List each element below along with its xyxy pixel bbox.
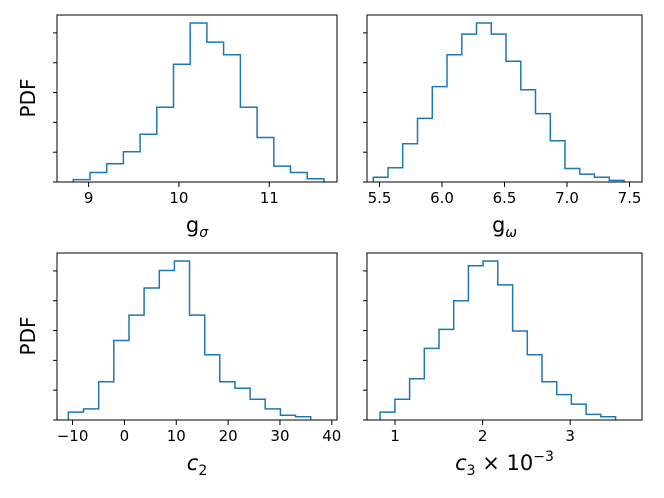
histogram-bin [114, 341, 129, 421]
x-tick-label: 6.0 [430, 189, 454, 207]
x-tick-label: 30 [270, 427, 289, 445]
histogram-bin [144, 288, 159, 420]
x-axis-label: gω [492, 213, 517, 241]
histogram-bin [468, 266, 483, 420]
histogram-bin [373, 177, 388, 182]
x-tick-label: 10 [167, 427, 186, 445]
histogram-bin [462, 34, 477, 182]
histogram-bin [107, 164, 124, 182]
histogram-bin [424, 348, 439, 420]
histogram-bin [536, 114, 551, 182]
histogram-steps [372, 22, 625, 182]
histogram-bin [410, 379, 425, 420]
histogram-bin [220, 382, 235, 420]
histogram-bin [159, 271, 174, 420]
histogram-bin [506, 61, 521, 182]
histogram-bin [388, 168, 403, 182]
histogram-bin [380, 412, 395, 420]
subplot-2: 5.5 6.0 6.5 7.0 7.5 gω [363, 14, 643, 241]
y-axis-label: PDF [16, 79, 40, 118]
histogram-bin [123, 152, 140, 182]
histogram-bin [395, 399, 410, 420]
histogram-bin [157, 107, 174, 182]
histogram-bin [207, 42, 224, 182]
histogram-bin [257, 137, 274, 182]
x-tick-label: 2 [478, 427, 488, 445]
histogram-bin [99, 382, 114, 420]
histogram-bin [190, 23, 207, 182]
x-tick-label: 7.5 [618, 189, 642, 207]
histogram-bin [174, 261, 189, 420]
histogram-bin [477, 23, 492, 182]
histogram-bin [190, 315, 205, 420]
histogram-steps [67, 260, 312, 420]
histogram-bin [129, 315, 144, 420]
histogram-bin [595, 177, 610, 182]
x-tick-label: 6.5 [493, 189, 517, 207]
histogram-bin [280, 415, 295, 420]
histogram-bin [550, 141, 565, 182]
histogram-bin [140, 134, 157, 182]
x-axis-label: c3 × 10−3 [455, 449, 554, 479]
histogram-bin [418, 118, 433, 182]
x-tick-label: 9 [84, 189, 94, 207]
histogram-bin [68, 412, 83, 420]
histogram-bin [84, 409, 99, 420]
histogram-steps [379, 260, 617, 420]
histogram-bin [483, 261, 498, 420]
histogram-bin [565, 168, 580, 182]
x-tick-label: 10 [169, 189, 188, 207]
axes-frame [56, 14, 338, 183]
histogram-bin [265, 409, 280, 420]
x-tick-label: −10 [57, 427, 89, 445]
histogram-bin [90, 172, 107, 182]
histogram-bin [240, 107, 257, 182]
histogram-bin [439, 329, 454, 420]
x-tick-label: 11 [260, 189, 279, 207]
histogram-bin [205, 355, 220, 420]
histogram-bin [447, 55, 462, 182]
histogram-bin [454, 301, 469, 420]
histogram-bin [557, 395, 572, 420]
histogram-bin [235, 388, 250, 420]
histogram-bin [290, 172, 307, 182]
x-tick-label: 20 [219, 427, 238, 445]
x-tick-label: 3 [565, 427, 575, 445]
histogram-bin [542, 382, 557, 420]
y-axis-label: PDF [16, 317, 40, 356]
histogram-bin [586, 414, 601, 420]
subplot-3: −10 0 10 20 30 40 c2 PDF [16, 252, 341, 479]
x-tick-label: 0 [120, 427, 130, 445]
x-tick-label: 7.0 [555, 189, 579, 207]
histogram-bin [580, 174, 595, 182]
subplot-1: 9 10 11 gσ PDF [16, 14, 338, 241]
axes-frame [366, 252, 643, 421]
histogram-bin [571, 404, 586, 420]
x-axis-label: gσ [186, 213, 209, 241]
histogram-bin [432, 87, 447, 182]
x-tick-label: 1 [390, 427, 400, 445]
histogram-bin [498, 285, 513, 420]
axes-frame [56, 252, 338, 421]
subplot-4: 1 2 3 c3 × 10−3 [363, 252, 643, 479]
histogram-bin [521, 90, 536, 182]
histogram-bin [250, 399, 265, 420]
histogram-bin [403, 144, 418, 182]
histogram-steps [72, 22, 325, 182]
x-tick-label: 40 [322, 427, 341, 445]
x-tick-label: 5.5 [368, 189, 392, 207]
histogram-bin [274, 166, 291, 182]
histogram-bin [513, 331, 528, 420]
histogram-bin [491, 34, 506, 182]
histogram-bin [224, 55, 241, 182]
histogram-bin [527, 355, 542, 420]
histogram-bin [174, 64, 191, 182]
x-axis-label: c2 [187, 451, 207, 479]
